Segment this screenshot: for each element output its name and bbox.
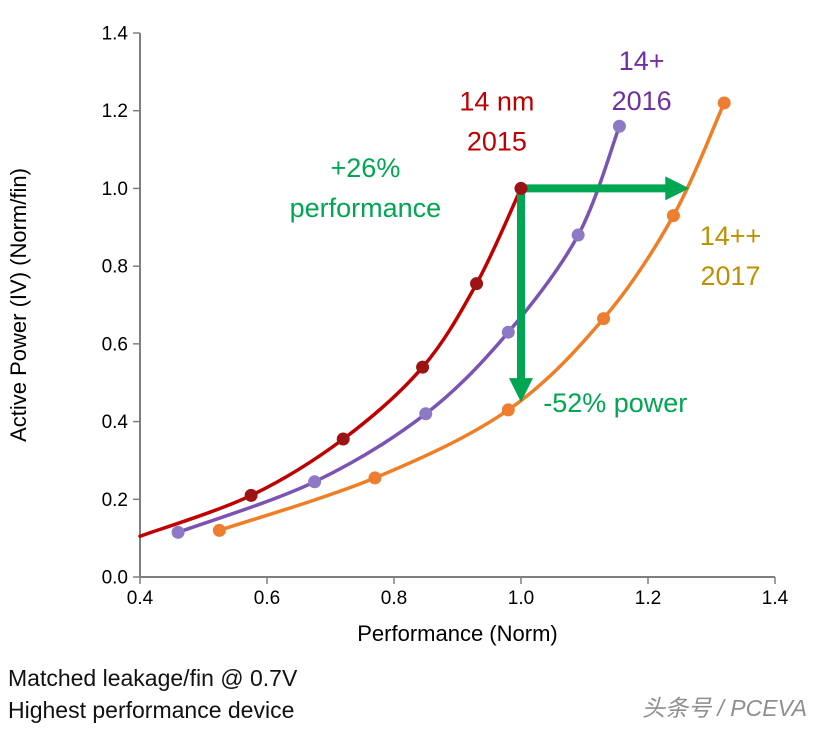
data-point-14-2017 xyxy=(501,403,515,417)
y-tick-label: 0.2 xyxy=(102,490,128,511)
x-tick-label: 0.4 xyxy=(127,588,154,609)
x-tick-label: 1.4 xyxy=(762,588,789,609)
series-line-14-2017 xyxy=(217,101,726,533)
label-performance-gain: +26% performance xyxy=(290,153,442,223)
y-tick-label: 0.4 xyxy=(102,412,129,433)
arrow-performance-gain-head xyxy=(665,176,690,201)
power-performance-line-chart: 0.4 0.6 0.8 1.0 1.2 1.4 0.0 0.2 0.4 0.6 0.8 1.0 1.2 1… xyxy=(6,24,789,647)
arrow-power-reduction-head xyxy=(509,378,533,403)
y-tick-label: 0.8 xyxy=(102,257,128,278)
y-tick-label: 1.4 xyxy=(102,24,129,45)
data-point-14-2016 xyxy=(501,325,515,339)
data-point-14-2017 xyxy=(597,312,611,326)
data-point-14-nm-2015 xyxy=(514,181,528,195)
data-point-14-nm-2015 xyxy=(416,360,430,374)
data-point-14-2016 xyxy=(571,228,585,242)
data-point-14-2016 xyxy=(308,475,322,489)
footer: Matched leakage/fin @ 0.7V Highest perfo… xyxy=(0,650,817,733)
footnote-matched-leakage: Matched leakage/fin @ 0.7V xyxy=(8,665,298,691)
data-point-14-2017 xyxy=(666,209,680,223)
data-point-14-2016 xyxy=(171,525,185,539)
data-point-14-2016 xyxy=(612,119,626,133)
label-power-gain: -52% power xyxy=(543,388,687,418)
data-point-14-2017 xyxy=(717,96,731,110)
data-point-14-nm-2015 xyxy=(244,488,258,502)
y-tick-label: 0.6 xyxy=(102,334,128,355)
footnote-highest-performance: Highest performance device xyxy=(8,697,295,723)
data-point-14-nm-2015 xyxy=(470,277,484,291)
series-line-14-2016 xyxy=(176,124,622,535)
y-tick-label: 0.0 xyxy=(102,568,128,589)
data-point-14-2017 xyxy=(212,523,226,537)
series-line-14-nm-2015 xyxy=(138,186,523,538)
x-tick-label: 0.6 xyxy=(254,588,280,609)
watermark: 头条号 / PCEVA xyxy=(642,695,807,721)
label-14nm-2015: 14 nm 2015 xyxy=(459,87,534,157)
data-point-14-nm-2015 xyxy=(336,432,350,446)
y-tick-label: 1.2 xyxy=(102,101,128,122)
y-axis-title: Active Power (IV) (Norm/fin) xyxy=(6,168,31,442)
x-tick-label: 0.8 xyxy=(381,588,407,609)
x-tick-label: 1.0 xyxy=(508,588,534,609)
data-point-14-2017 xyxy=(368,471,382,485)
label-14plusplus-2017: 14++ 2017 xyxy=(700,221,762,291)
data-point-14-2016 xyxy=(419,407,433,421)
x-axis-title: Performance (Norm) xyxy=(357,621,557,646)
footnotes: Matched leakage/fin @ 0.7V Highest perfo… xyxy=(8,662,297,726)
x-tick-label: 1.2 xyxy=(635,588,661,609)
y-tick-label: 1.0 xyxy=(102,179,128,200)
label-14plus-2016: 14+ 2016 xyxy=(612,46,672,116)
